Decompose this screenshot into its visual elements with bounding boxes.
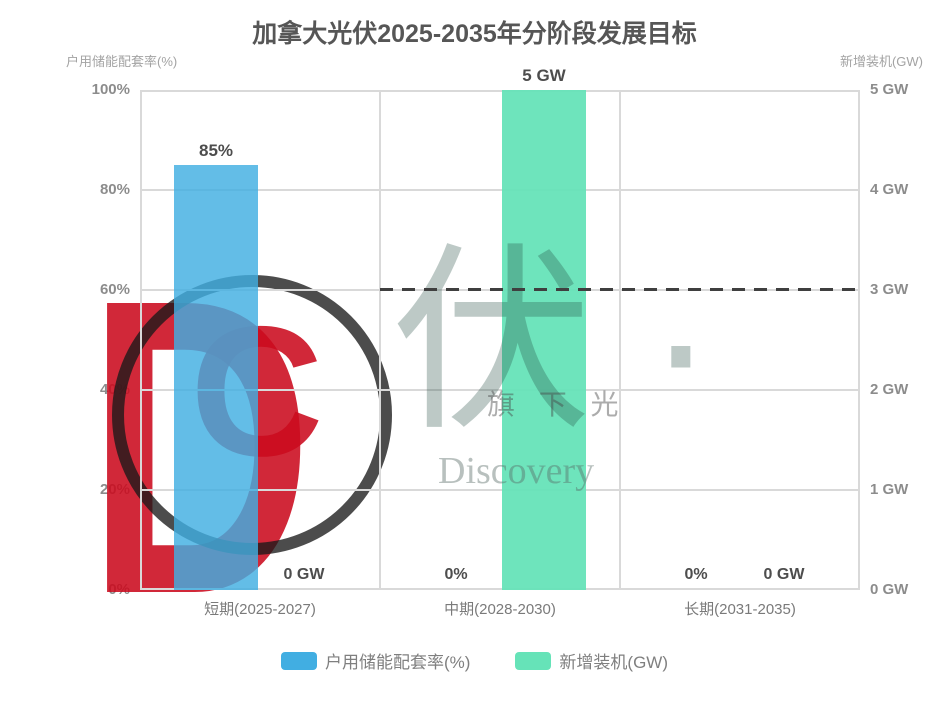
legend-label: 新增装机(GW) xyxy=(559,653,669,672)
left-axis-tick: 100% xyxy=(91,81,130,98)
legend: 户用储能配套率(%) 新增装机(GW) xyxy=(0,648,949,673)
left-axis-tick: 40% xyxy=(99,381,130,398)
right-axis-name: 新增装机(GW) xyxy=(839,54,923,69)
bar-gw[interactable] xyxy=(502,90,586,590)
chart-title: 加拿大光伏2025-2035年分阶段发展目标 xyxy=(252,20,697,48)
left-axis-tick: 0% xyxy=(108,581,130,598)
legend-item[interactable]: 新增装机(GW) xyxy=(515,648,668,673)
legend-swatch xyxy=(280,651,317,670)
dashed-reference-line xyxy=(380,288,860,291)
right-axis-tick: 5 GW xyxy=(870,81,909,98)
x-axis-category-label: 长期(2031-2035) xyxy=(684,601,796,618)
x-axis-category-label: 中期(2028-2030) xyxy=(444,601,556,618)
bar-value-label: 0 GW xyxy=(763,566,805,583)
bar-percent[interactable] xyxy=(174,165,258,590)
legend-label: 户用储能配套率(%) xyxy=(324,653,471,672)
left-axis-tick: 80% xyxy=(99,181,130,198)
right-axis-tick: 1 GW xyxy=(870,481,909,498)
right-axis-tick: 0 GW xyxy=(870,581,909,598)
left-axis-name: 户用储能配套率(%) xyxy=(66,54,178,69)
bar-value-label: 0% xyxy=(684,566,708,583)
right-axis-tick: 2 GW xyxy=(870,381,909,398)
right-axis-tick: 3 GW xyxy=(870,281,909,298)
legend-swatch xyxy=(515,651,552,670)
legend-item[interactable]: 户用储能配套率(%) xyxy=(280,648,471,673)
left-axis-tick: 20% xyxy=(99,481,130,498)
bar-value-label: 0% xyxy=(444,566,468,583)
bar-value-label: 0 GW xyxy=(283,566,325,583)
gridline-vertical xyxy=(379,90,381,590)
bar-value-label: 5 GW xyxy=(522,66,566,85)
x-axis-category-label: 短期(2025-2027) xyxy=(204,601,316,618)
left-axis-tick: 60% xyxy=(99,281,130,298)
gridline-vertical xyxy=(619,90,621,590)
bar-value-label: 85% xyxy=(198,141,234,160)
right-axis-tick: 4 GW xyxy=(870,181,909,198)
